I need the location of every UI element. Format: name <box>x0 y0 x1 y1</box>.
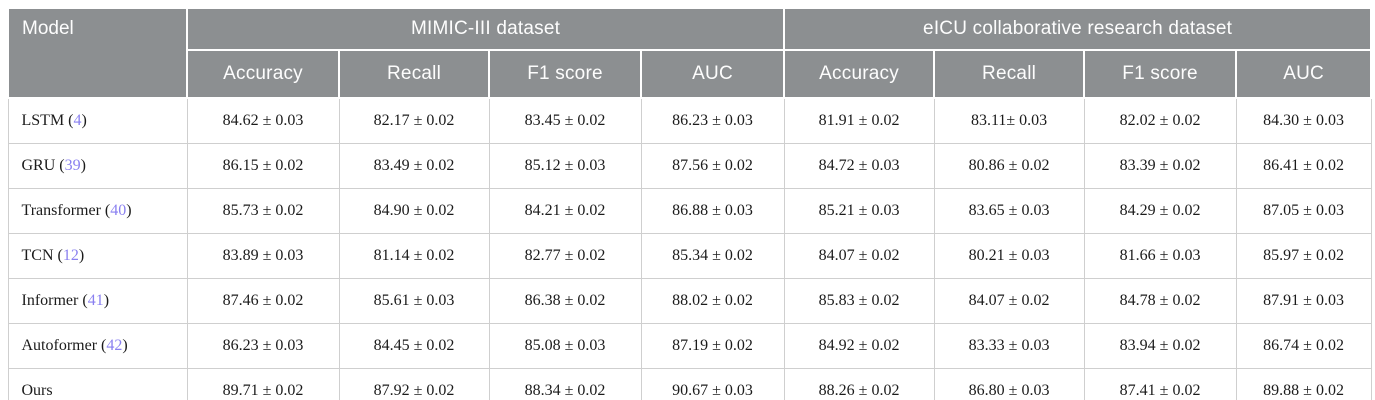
value-cell: 83.33 ± 0.03 <box>933 323 1085 369</box>
value-cell: 86.23 ± 0.03 <box>640 97 785 144</box>
value-cell: 86.88 ± 0.03 <box>640 188 785 234</box>
dataset-group-header-mimic: MIMIC-III dataset <box>185 7 786 51</box>
model-cell: Transformer (40) <box>7 188 188 234</box>
citation-link[interactable]: 39 <box>64 157 81 174</box>
citation-link[interactable]: 4 <box>73 112 82 129</box>
value-cell: 85.08 ± 0.03 <box>488 323 642 369</box>
model-cell: TCN (12) <box>7 233 188 279</box>
value-cell: 86.41 ± 0.02 <box>1235 143 1372 189</box>
value-cell: 81.66 ± 0.03 <box>1083 233 1237 279</box>
value-cell: 84.29 ± 0.02 <box>1083 188 1237 234</box>
value-cell: 85.34 ± 0.02 <box>640 233 785 279</box>
value-cell: 83.45 ± 0.02 <box>488 97 642 144</box>
metric-header-accuracy-eicu: Accuracy <box>783 49 936 99</box>
value-cell: 86.38 ± 0.02 <box>488 278 642 324</box>
dataset-group-header-eicu: eICU collaborative research dataset <box>783 7 1373 51</box>
value-cell: 81.14 ± 0.02 <box>338 233 490 279</box>
value-cell: 85.97 ± 0.02 <box>1235 233 1372 279</box>
metric-header-f1-eicu: F1 score <box>1083 49 1238 99</box>
value-cell: 83.11± 0.03 <box>933 97 1085 144</box>
value-cell: 83.94 ± 0.02 <box>1083 323 1237 369</box>
results-table: Model MIMIC-III dataset eICU collaborati… <box>7 7 1373 400</box>
value-cell: 85.12 ± 0.03 <box>488 143 642 189</box>
value-cell: 89.88 ± 0.02 <box>1235 368 1372 400</box>
results-table-body: LSTM (4) 84.62 ± 0.03 82.17 ± 0.02 83.45 ± … <box>7 97 1372 400</box>
value-cell: 82.02 ± 0.02 <box>1083 97 1237 144</box>
value-cell: 85.61 ± 0.03 <box>338 278 490 324</box>
model-cell: Informer (41) <box>7 278 188 324</box>
value-cell: 84.45 ± 0.02 <box>338 323 490 369</box>
citation-link[interactable]: 40 <box>110 202 127 219</box>
value-cell: 84.78 ± 0.02 <box>1083 278 1237 324</box>
value-cell: 87.05 ± 0.03 <box>1235 188 1372 234</box>
table-row: LSTM (4) 84.62 ± 0.03 82.17 ± 0.02 83.45 ± … <box>7 97 1372 144</box>
value-cell: 84.30 ± 0.03 <box>1235 97 1372 144</box>
table-row: TCN (12) 83.89 ± 0.03 81.14 ± 0.02 82.77 ± … <box>7 233 1372 279</box>
metric-header-accuracy-mimic: Accuracy <box>186 49 340 99</box>
value-cell: 86.15 ± 0.02 <box>186 143 340 189</box>
value-cell: 84.72 ± 0.03 <box>783 143 935 189</box>
value-cell: 88.34 ± 0.02 <box>488 368 642 400</box>
value-cell: 83.65 ± 0.03 <box>933 188 1085 234</box>
value-cell: 83.39 ± 0.02 <box>1083 143 1237 189</box>
header-metric-row: Accuracy Recall F1 score AUC Accuracy Re… <box>8 49 1373 99</box>
value-cell: 87.92 ± 0.02 <box>338 368 490 400</box>
model-cell: LSTM (4) <box>7 97 188 144</box>
value-cell: 83.89 ± 0.03 <box>186 233 340 279</box>
model-cell: Ours <box>7 368 188 400</box>
value-cell: 85.73 ± 0.02 <box>186 188 340 234</box>
table-row: GRU (39) 86.15 ± 0.02 83.49 ± 0.02 85.12 ± … <box>7 143 1372 189</box>
citation-link[interactable]: 42 <box>106 337 123 354</box>
table-header: Model MIMIC-III dataset eICU collaborati… <box>7 7 1373 99</box>
value-cell: 86.74 ± 0.02 <box>1235 323 1372 369</box>
value-cell: 87.41 ± 0.02 <box>1083 368 1237 400</box>
metric-header-auc-eicu: AUC <box>1235 49 1373 99</box>
value-cell: 81.91 ± 0.02 <box>783 97 935 144</box>
value-cell: 84.07 ± 0.02 <box>783 233 935 279</box>
value-cell: 80.21 ± 0.03 <box>933 233 1085 279</box>
metric-header-recall-mimic: Recall <box>338 49 490 99</box>
value-cell: 85.21 ± 0.03 <box>783 188 935 234</box>
value-cell: 86.23 ± 0.03 <box>186 323 340 369</box>
value-cell: 83.49 ± 0.02 <box>338 143 490 189</box>
model-cell: Autoformer (42) <box>7 323 188 369</box>
value-cell: 82.77 ± 0.02 <box>488 233 642 279</box>
header-group-row: Model MIMIC-III dataset eICU collaborati… <box>7 7 1373 99</box>
value-cell: 87.19 ± 0.02 <box>640 323 785 369</box>
citation-link[interactable]: 12 <box>62 247 79 264</box>
value-cell: 88.02 ± 0.02 <box>640 278 785 324</box>
metric-header-f1-mimic: F1 score <box>488 49 642 99</box>
table-row: Autoformer (42) 86.23 ± 0.03 84.45 ± 0.02 8… <box>7 323 1372 369</box>
value-cell: 84.92 ± 0.02 <box>783 323 935 369</box>
value-cell: 84.07 ± 0.02 <box>933 278 1085 324</box>
value-cell: 84.90 ± 0.02 <box>338 188 490 234</box>
value-cell: 89.71 ± 0.02 <box>186 368 340 400</box>
value-cell: 90.67 ± 0.03 <box>640 368 785 400</box>
value-cell: 86.80 ± 0.03 <box>933 368 1085 400</box>
value-cell: 80.86 ± 0.02 <box>933 143 1085 189</box>
citation-link[interactable]: 41 <box>87 292 104 309</box>
metric-header-auc-mimic: AUC <box>639 49 786 99</box>
value-cell: 84.21 ± 0.02 <box>488 188 642 234</box>
model-column-header: Model <box>7 7 188 99</box>
metric-header-recall-eicu: Recall <box>933 49 1086 99</box>
table-row: Transformer (40) 85.73 ± 0.02 84.90 ± 0.02… <box>7 188 1372 234</box>
model-cell: GRU (39) <box>7 143 188 189</box>
table-row: Informer (41) 87.46 ± 0.02 85.61 ± 0.03 86.… <box>7 278 1372 324</box>
table-row: Ours 89.71 ± 0.02 87.92 ± 0.02 88.34 ± 0.02… <box>7 368 1372 400</box>
value-cell: 85.83 ± 0.02 <box>783 278 935 324</box>
value-cell: 88.26 ± 0.02 <box>783 368 935 400</box>
value-cell: 82.17 ± 0.02 <box>338 97 490 144</box>
value-cell: 87.46 ± 0.02 <box>186 278 340 324</box>
value-cell: 87.56 ± 0.02 <box>640 143 785 189</box>
value-cell: 84.62 ± 0.03 <box>186 97 340 144</box>
value-cell: 87.91 ± 0.03 <box>1235 278 1372 324</box>
